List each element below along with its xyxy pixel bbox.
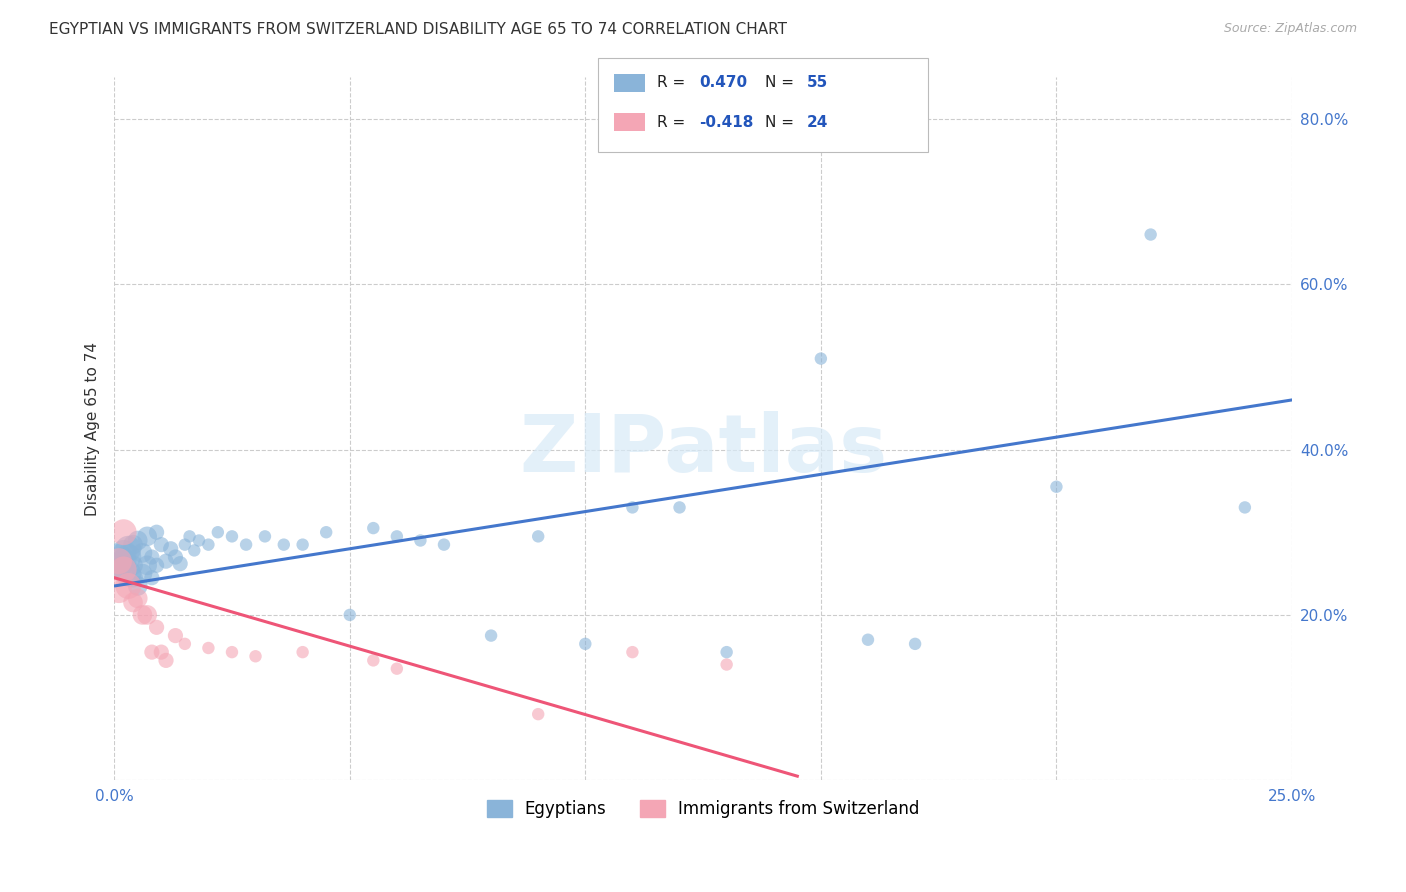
Point <box>621 645 644 659</box>
Point <box>108 549 131 564</box>
Point <box>169 557 191 571</box>
Text: 24: 24 <box>807 115 828 129</box>
Point <box>131 566 153 581</box>
Point <box>117 579 139 593</box>
Point <box>188 533 211 548</box>
Point <box>112 554 135 568</box>
Point <box>173 637 195 651</box>
Point <box>159 541 181 556</box>
Point <box>141 571 163 585</box>
Point <box>527 707 550 722</box>
Point <box>363 653 385 667</box>
Point <box>856 632 879 647</box>
Point <box>117 541 139 556</box>
Point <box>117 566 139 581</box>
Point <box>235 538 257 552</box>
Point <box>173 538 195 552</box>
Point <box>145 525 167 540</box>
Point <box>1045 480 1067 494</box>
Point <box>716 657 738 672</box>
Text: ZIPatlas: ZIPatlas <box>519 411 887 489</box>
Point <box>150 645 173 659</box>
Point <box>904 637 927 651</box>
Point <box>112 562 135 576</box>
Point <box>117 549 139 564</box>
Point <box>221 645 243 659</box>
Point <box>197 538 219 552</box>
Point <box>207 525 229 540</box>
Point <box>141 549 163 564</box>
Point <box>127 591 149 606</box>
Point <box>433 538 456 552</box>
Point <box>112 562 135 576</box>
Point <box>112 546 135 560</box>
Point <box>108 554 131 568</box>
Point <box>245 649 267 664</box>
Point <box>315 525 337 540</box>
Point <box>136 558 159 573</box>
Point <box>291 538 314 552</box>
Point <box>122 571 145 585</box>
Point <box>179 529 201 543</box>
Point <box>122 558 145 573</box>
Point <box>810 351 832 366</box>
Point <box>108 558 131 573</box>
Point <box>527 529 550 543</box>
Point <box>273 538 295 552</box>
Point <box>136 607 159 622</box>
Point <box>127 579 149 593</box>
Point <box>127 533 149 548</box>
Point <box>339 607 361 622</box>
Text: N =: N = <box>765 76 799 90</box>
Point <box>253 529 276 543</box>
Point <box>145 620 167 634</box>
Text: EGYPTIAN VS IMMIGRANTS FROM SWITZERLAND DISABILITY AGE 65 TO 74 CORRELATION CHAR: EGYPTIAN VS IMMIGRANTS FROM SWITZERLAND … <box>49 22 787 37</box>
Point <box>155 653 177 667</box>
Point <box>479 629 502 643</box>
Point <box>409 533 432 548</box>
Point <box>145 558 167 573</box>
Point <box>112 525 135 540</box>
Y-axis label: Disability Age 65 to 74: Disability Age 65 to 74 <box>86 342 100 516</box>
Point <box>131 607 153 622</box>
Point <box>165 629 187 643</box>
Point <box>155 554 177 568</box>
Text: 55: 55 <box>807 76 828 90</box>
Point <box>131 546 153 560</box>
Point <box>197 640 219 655</box>
Text: -0.418: -0.418 <box>699 115 754 129</box>
Point <box>141 645 163 659</box>
Point <box>621 500 644 515</box>
Point <box>122 538 145 552</box>
Point <box>1139 227 1161 242</box>
Text: Source: ZipAtlas.com: Source: ZipAtlas.com <box>1223 22 1357 36</box>
Point <box>385 662 408 676</box>
Text: N =: N = <box>765 115 799 129</box>
Point <box>165 549 187 564</box>
Point <box>150 538 173 552</box>
Point <box>363 521 385 535</box>
Point <box>183 543 205 558</box>
Point <box>574 637 596 651</box>
Point <box>1233 500 1256 515</box>
Point <box>136 529 159 543</box>
Point <box>108 583 131 598</box>
Point <box>668 500 690 515</box>
Point <box>291 645 314 659</box>
Point <box>385 529 408 543</box>
Point <box>221 529 243 543</box>
Point <box>122 595 145 609</box>
Legend: Egyptians, Immigrants from Switzerland: Egyptians, Immigrants from Switzerland <box>479 793 927 825</box>
Text: 0.470: 0.470 <box>699 76 747 90</box>
Point <box>716 645 738 659</box>
Text: R =: R = <box>657 76 690 90</box>
Text: R =: R = <box>657 115 690 129</box>
